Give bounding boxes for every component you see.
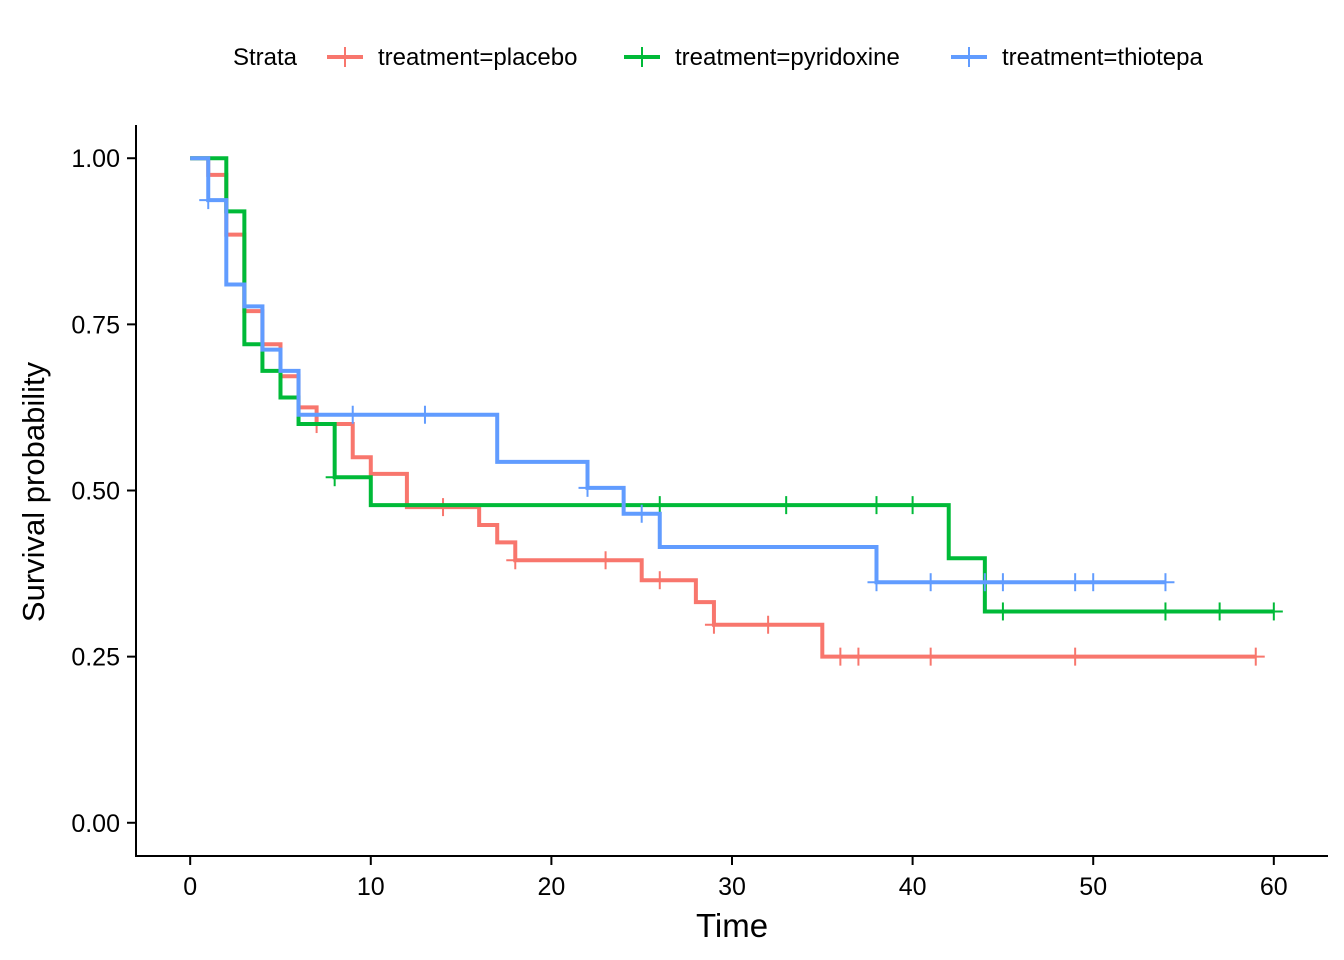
y-tick-label: 0.50: [71, 478, 120, 506]
survival-curve-1: [190, 156, 1274, 614]
x-tick-label: 10: [357, 873, 385, 901]
survival-curve-2: [190, 156, 1166, 585]
y-tick-label: 0.25: [71, 644, 120, 672]
legend-label-1: treatment=pyridoxine: [675, 44, 900, 71]
y-tick-label: 1.00: [71, 145, 120, 173]
x-tick-label: 20: [537, 873, 565, 901]
x-tick-label: 50: [1079, 873, 1107, 901]
axes: 0 10 20 30 40 50 60 0.00 0.25 0.50 0.75 1.00: [71, 125, 1328, 901]
plot-area: [190, 156, 1283, 666]
x-tick-label: 30: [718, 873, 746, 901]
x-axis-title: Time: [696, 907, 768, 944]
legend-label-0: treatment=placebo: [378, 44, 577, 71]
legend-label-2: treatment=thiotepa: [1002, 44, 1203, 71]
legend: Strata treatment=placebo treatment=pyrido…: [233, 44, 1203, 71]
y-axis-title: Survival probability: [16, 361, 51, 622]
x-tick-label: 0: [183, 873, 197, 901]
x-tick-label: 40: [899, 873, 927, 901]
y-tick-label: 0.00: [71, 810, 120, 838]
y-tick-label: 0.75: [71, 311, 120, 339]
legend-title: Strata: [233, 44, 298, 71]
x-tick-label: 60: [1260, 873, 1288, 901]
